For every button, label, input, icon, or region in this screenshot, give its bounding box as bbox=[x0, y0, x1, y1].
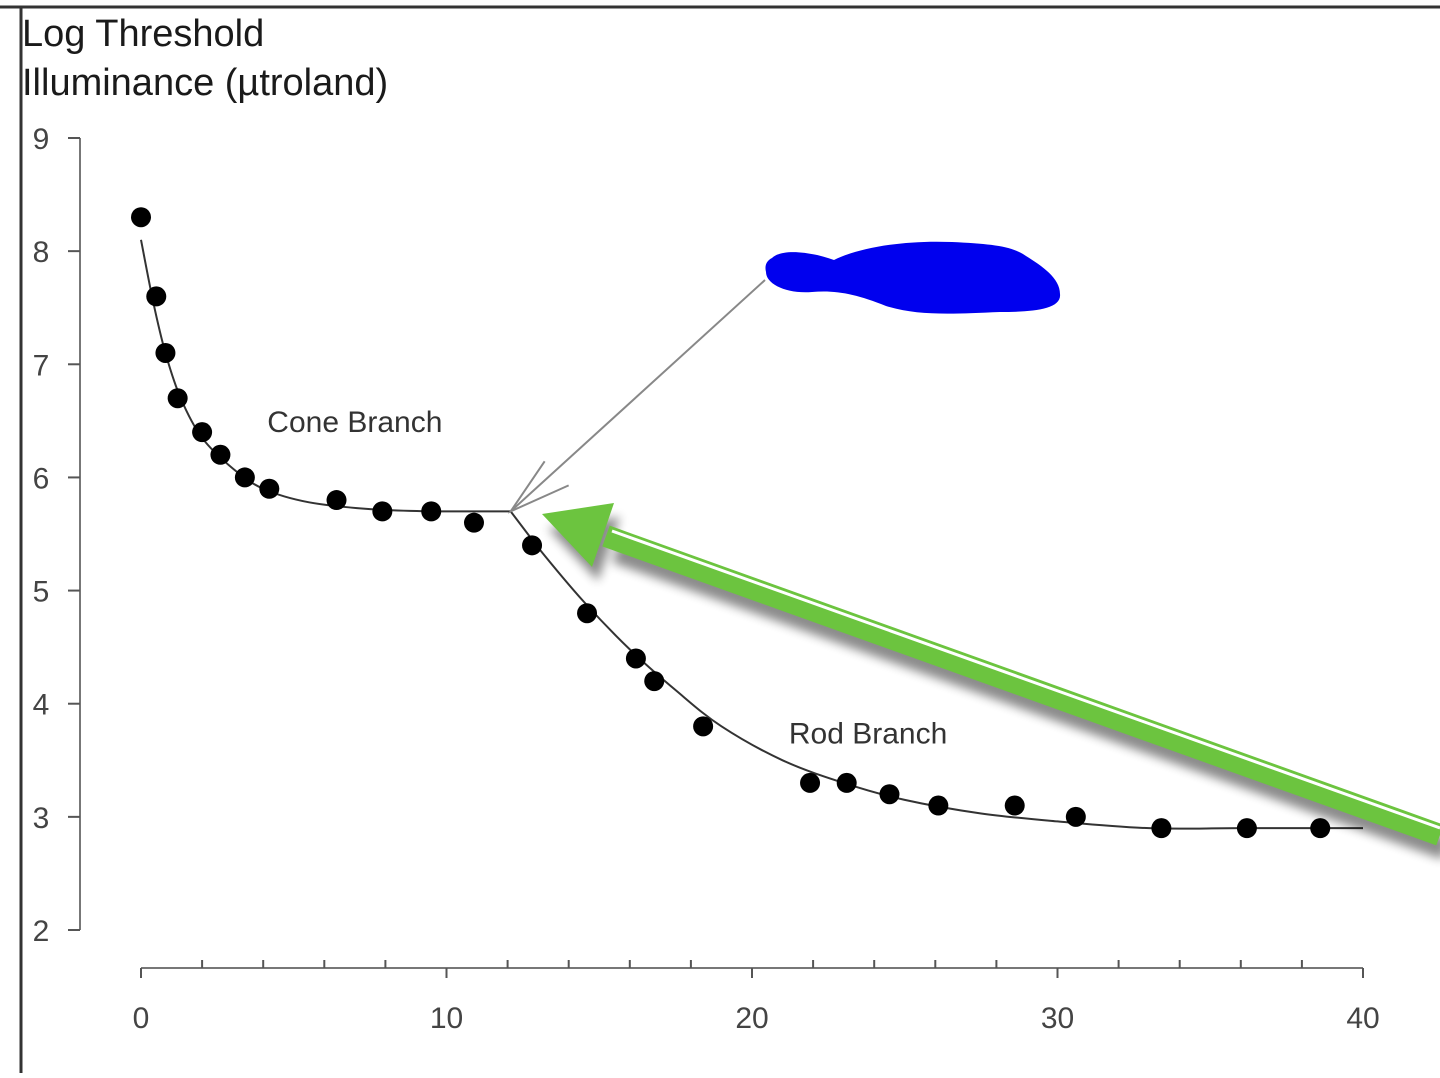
data-point bbox=[1065, 806, 1086, 827]
data-point bbox=[1236, 818, 1257, 839]
y-tick-label: 6 bbox=[33, 462, 50, 495]
y-tick-label: 8 bbox=[33, 236, 50, 269]
branch-annotation-label: Cone Branch bbox=[267, 406, 442, 439]
data-point bbox=[625, 648, 646, 669]
y-tick-label: 4 bbox=[33, 689, 50, 722]
y-tick-label: 3 bbox=[33, 802, 50, 835]
branch-annotations: Cone Branch Rod Branch bbox=[267, 406, 947, 750]
data-point bbox=[463, 512, 484, 533]
x-tick-label: 30 bbox=[1041, 1002, 1074, 1035]
data-point bbox=[644, 671, 665, 692]
y-axis-label-line-2: Illuminance (µtroland) bbox=[22, 62, 388, 104]
data-point bbox=[259, 478, 280, 499]
branch-annotation-label: Rod Branch bbox=[789, 717, 947, 750]
data-points bbox=[131, 207, 1331, 839]
data-point bbox=[192, 422, 213, 443]
data-point bbox=[326, 490, 347, 511]
y-tick-label: 5 bbox=[33, 576, 50, 609]
data-point bbox=[800, 772, 821, 793]
redacted-label-scribble bbox=[765, 241, 1061, 314]
data-point bbox=[167, 388, 188, 409]
data-point bbox=[131, 207, 151, 228]
data-point bbox=[577, 603, 598, 624]
data-point bbox=[1151, 818, 1172, 839]
data-point bbox=[928, 795, 949, 816]
x-axis-ticks: 0 10 20 30 40 bbox=[133, 960, 1380, 1035]
data-point bbox=[1310, 818, 1331, 839]
data-point bbox=[879, 784, 900, 805]
data-point bbox=[421, 501, 442, 522]
x-tick-label: 20 bbox=[735, 1002, 768, 1035]
x-tick-label: 0 bbox=[133, 1002, 150, 1035]
data-point bbox=[146, 286, 167, 307]
data-point bbox=[693, 716, 714, 737]
data-point bbox=[210, 444, 231, 465]
data-point bbox=[836, 772, 857, 793]
x-tick-label: 40 bbox=[1346, 1002, 1379, 1035]
data-point bbox=[372, 501, 393, 522]
x-tick-label: 10 bbox=[430, 1002, 463, 1035]
y-axis-ticks: 2 3 4 5 6 7 8 9 bbox=[33, 123, 80, 948]
y-tick-label: 2 bbox=[33, 915, 50, 948]
thin-pointer-arrow-icon bbox=[507, 279, 766, 514]
data-point bbox=[1004, 795, 1025, 816]
y-axis-label-line-1: Log Threshold bbox=[22, 13, 264, 55]
data-point bbox=[522, 535, 543, 556]
data-point bbox=[155, 342, 176, 363]
y-tick-label: 7 bbox=[33, 349, 50, 382]
green-arrow-icon bbox=[542, 503, 1440, 859]
y-tick-label: 9 bbox=[33, 123, 50, 156]
data-point bbox=[234, 467, 255, 488]
